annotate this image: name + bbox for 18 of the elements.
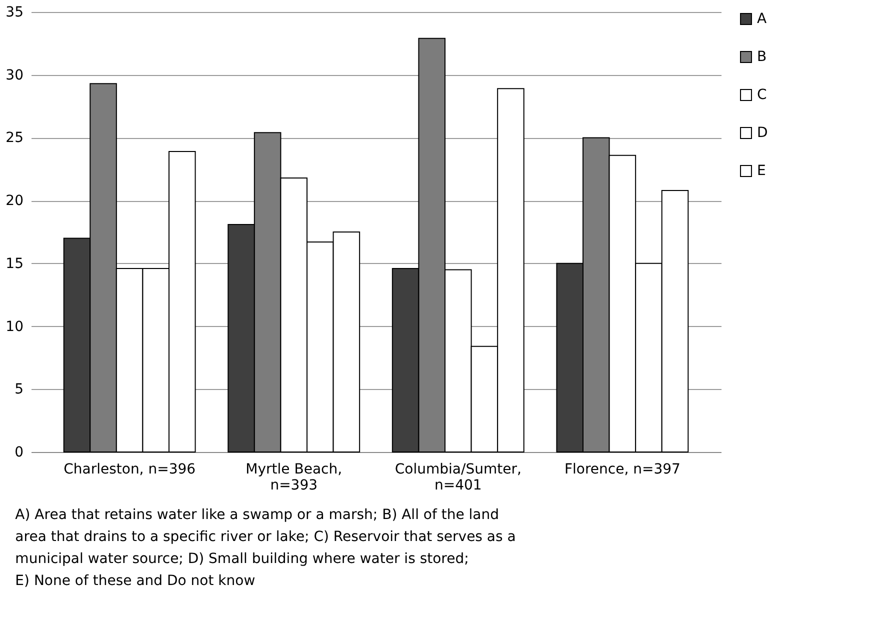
legend-label: C (757, 87, 767, 103)
x-tick-label: Florence, n=397 (564, 462, 680, 478)
y-tick-label: 15 (6, 256, 24, 272)
x-tick-label: Columbia/Sumter, n=401 (394, 462, 522, 494)
y-tick-label: 5 (14, 382, 24, 398)
x-tick-label: Myrtle Beach, n=393 (246, 462, 342, 494)
y-tick-label: 30 (6, 67, 24, 84)
text: A) Area that retains water like a swamp or a marsh; B) All of the land area that drains to a specific river or lake; C) Reservoir that serves as a municipal water source; D) Small building where water is stored; E) None of these and Do not know (15, 507, 516, 589)
y-tick-label: 0 (14, 444, 24, 460)
legend-label: D (757, 125, 768, 141)
y-tick-label: 35 (6, 4, 24, 20)
y-tick-label: 10 (6, 318, 24, 335)
legend-label: E (757, 163, 766, 179)
x-tick-label: Charleston, n=396 (64, 462, 196, 478)
y-tick-label: 20 (6, 193, 24, 210)
legend-label: B (757, 49, 767, 65)
legend-label: A (757, 11, 767, 27)
y-tick-label: 25 (6, 130, 24, 146)
